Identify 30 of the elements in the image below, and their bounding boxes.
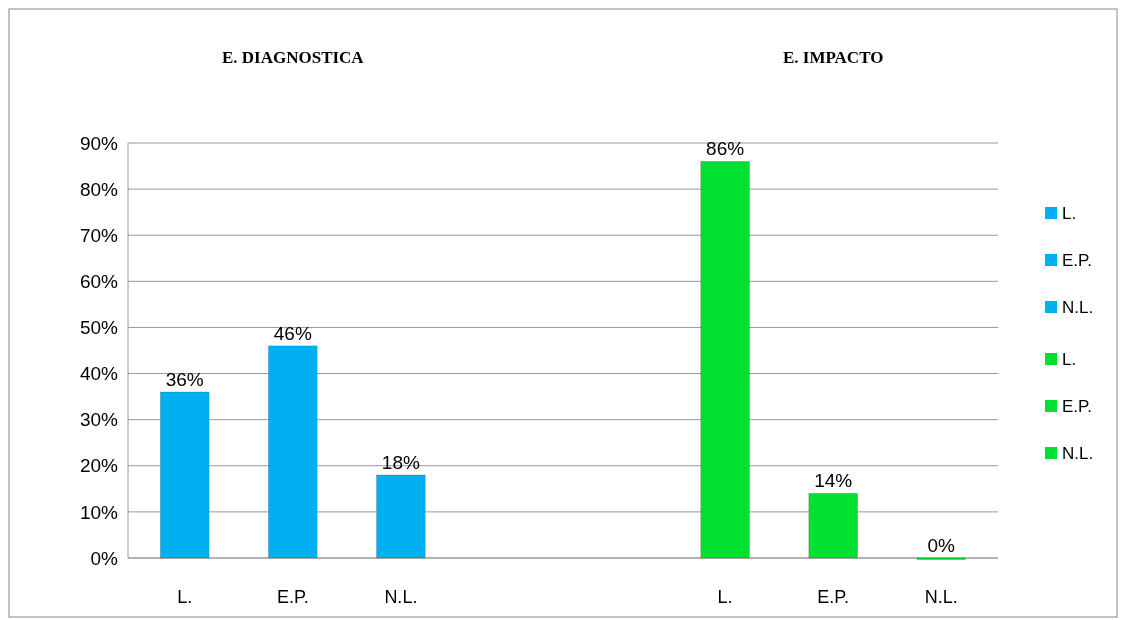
y-tick-label: 60%	[79, 270, 119, 292]
y-tick-label: 50%	[79, 317, 119, 339]
data-label: 86%	[706, 138, 745, 160]
x-tick-label: E.P.	[817, 587, 850, 607]
x-tick-label: L.	[717, 587, 733, 607]
text: E. IMPACTO	[782, 48, 884, 67]
legend-label: L.	[1062, 349, 1077, 369]
y-tick-label: 40%	[79, 363, 119, 385]
data-label: 14%	[814, 470, 853, 492]
text: E. DIAGNOSTICA	[221, 48, 365, 67]
legend-label: L.	[1062, 203, 1077, 223]
y-tick-label: 30%	[79, 409, 119, 431]
data-label: 36%	[165, 369, 204, 390]
x-tick-label: E.P.	[276, 587, 309, 607]
data-label: 0%	[927, 535, 956, 556]
data-label: 46%	[273, 322, 312, 344]
y-tick-label: 20%	[79, 455, 119, 477]
legend-label: N.L.	[1062, 443, 1094, 463]
x-tick-label: N.L.	[924, 587, 958, 607]
y-tick-label: 80%	[79, 178, 119, 200]
legend-label: E.P.	[1062, 250, 1092, 270]
x-tick-label: N.L.	[384, 587, 418, 607]
y-tick-label: 90%	[79, 132, 119, 154]
x-tick-label: L.	[177, 587, 193, 607]
y-tick-label: 0%	[90, 547, 119, 569]
y-tick-label: 70%	[79, 224, 119, 246]
legend-label: E.P.	[1062, 396, 1092, 416]
data-label: 18%	[381, 452, 421, 473]
legend-label: N.L.	[1062, 297, 1094, 317]
y-tick-label: 10%	[79, 501, 119, 523]
